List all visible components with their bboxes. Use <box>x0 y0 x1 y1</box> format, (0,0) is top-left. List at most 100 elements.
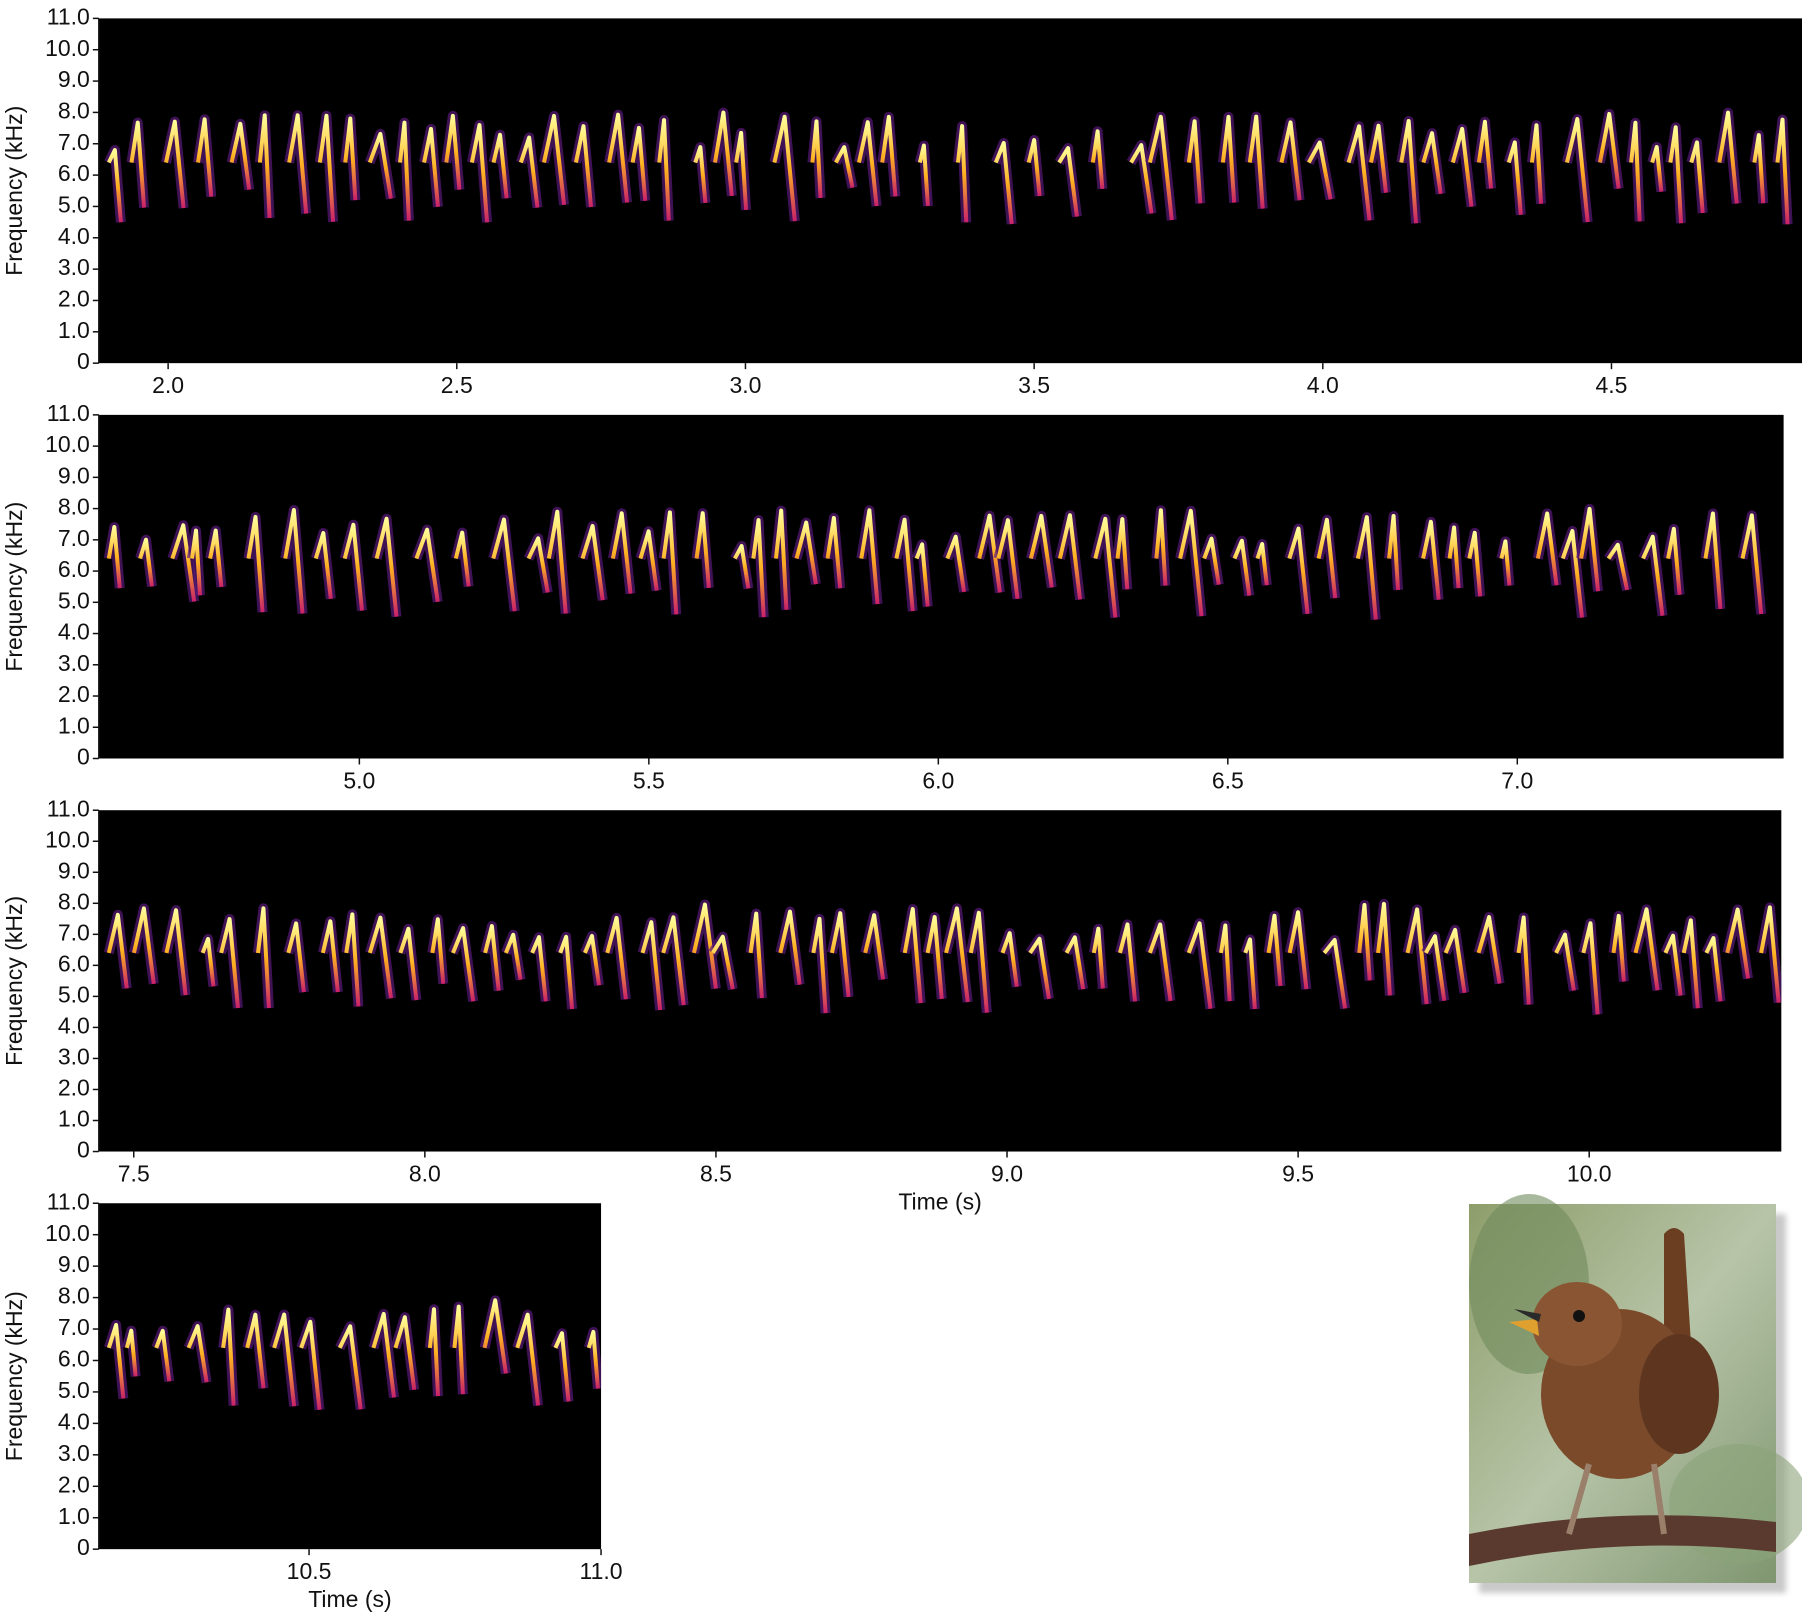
plot-area <box>98 414 1784 759</box>
syllable <box>138 537 154 587</box>
y-tick-label: 10.0 <box>45 35 90 61</box>
syllable <box>657 118 671 221</box>
syllable <box>1178 508 1204 617</box>
syllable <box>504 932 523 981</box>
spectrogram-texture <box>103 503 1767 621</box>
y-tick-label: 6.0 <box>58 1346 90 1372</box>
y-tick-label: 4.0 <box>58 1012 90 1038</box>
x-tick-label: 10.5 <box>287 1558 332 1584</box>
syllable <box>106 912 129 989</box>
syllable <box>1681 918 1700 1009</box>
x-tick-label: 4.0 <box>1307 372 1339 398</box>
syllable <box>778 909 802 985</box>
syllable <box>748 911 764 999</box>
syllable <box>1689 140 1705 214</box>
y-tick-label: 3.0 <box>58 1440 90 1466</box>
syllable <box>313 531 333 600</box>
y-tick-label: 6.0 <box>58 160 90 186</box>
syllable <box>1255 542 1269 586</box>
syllable <box>1421 519 1441 600</box>
y-tick-label: 10.0 <box>45 431 90 457</box>
bird-photo <box>1469 1194 1802 1593</box>
syllable <box>1476 119 1494 189</box>
y-tick-label: 4.0 <box>58 1408 90 1434</box>
syllable <box>1219 923 1232 1002</box>
syllable <box>164 119 186 209</box>
syllable <box>1450 126 1474 207</box>
syllable <box>469 123 490 223</box>
syllable <box>106 525 122 589</box>
y-tick-label: 0 <box>77 1137 90 1163</box>
y-tick-label: 7.0 <box>58 129 90 155</box>
syllable <box>452 1304 465 1395</box>
y-tick-label: 4.0 <box>58 619 90 645</box>
syllable <box>208 528 224 588</box>
syllable <box>1499 539 1512 586</box>
syllable <box>1666 526 1682 595</box>
y-tick-label: 3.0 <box>58 1044 90 1070</box>
syllable <box>1376 901 1392 996</box>
y-tick-label: 3.0 <box>58 254 90 280</box>
y-tick-label: 6.0 <box>58 950 90 976</box>
syllable <box>1322 938 1348 1009</box>
syllable <box>825 515 843 589</box>
syllable <box>367 131 393 200</box>
syllable <box>286 921 306 993</box>
syllable <box>955 124 969 223</box>
syllable <box>583 934 602 986</box>
syllable <box>1154 508 1168 586</box>
y-tick-label: 11.0 <box>47 795 90 821</box>
syllable <box>857 120 879 207</box>
syllable <box>317 113 336 222</box>
syllable <box>1650 145 1664 192</box>
syllable <box>811 916 828 1014</box>
syllable <box>1000 931 1019 988</box>
syllable <box>1090 129 1105 190</box>
x-tick-label: 9.5 <box>1282 1161 1314 1187</box>
syllable <box>154 1328 172 1382</box>
x-tick-label: 8.5 <box>700 1161 732 1187</box>
y-axis-label: Frequency (kHz) <box>1 896 27 1066</box>
y-tick-label: 2.0 <box>58 1075 90 1101</box>
x-tick-label: 2.0 <box>152 372 184 398</box>
syllable <box>374 516 399 617</box>
syllable <box>1399 119 1419 224</box>
x-tick-label: 2.5 <box>441 372 473 398</box>
y-tick-label: 8.0 <box>58 1283 90 1309</box>
syllable <box>1266 913 1283 987</box>
syllable <box>661 510 679 615</box>
syllable <box>106 1322 126 1399</box>
syllable <box>1129 143 1154 214</box>
syllable <box>1467 530 1483 597</box>
syllable <box>558 934 575 1010</box>
y-tick-label: 5.0 <box>58 192 90 218</box>
syllable <box>515 1312 541 1406</box>
syllable <box>573 124 594 208</box>
syllable <box>393 1315 417 1390</box>
spectrogram-texture <box>104 1295 602 1411</box>
x-axis-label: Time (s) <box>898 1189 981 1215</box>
y-tick-label: 0 <box>77 1534 90 1560</box>
x-tick-label: 3.5 <box>1018 372 1050 398</box>
syllable <box>694 511 711 589</box>
syllable <box>1357 903 1372 981</box>
syllable <box>1579 506 1601 592</box>
y-tick-label: 9.0 <box>58 857 90 883</box>
x-tick-label: 9.0 <box>991 1161 1023 1187</box>
syllable <box>1421 131 1443 195</box>
syllable <box>542 113 567 206</box>
syllable <box>1306 140 1333 200</box>
syllable <box>257 113 272 219</box>
spectrogram-texture <box>103 898 1782 1015</box>
y-tick-label: 7.0 <box>58 525 90 551</box>
syllable <box>605 915 628 1000</box>
syllable <box>914 542 930 607</box>
syllable <box>1641 534 1665 616</box>
syllable <box>610 511 633 594</box>
syllable <box>1633 907 1660 991</box>
y-tick-label: 2.0 <box>58 681 90 707</box>
syllable <box>1026 138 1042 197</box>
plot-area <box>98 1203 602 1550</box>
syllable <box>1147 114 1174 221</box>
syllable <box>794 520 818 585</box>
